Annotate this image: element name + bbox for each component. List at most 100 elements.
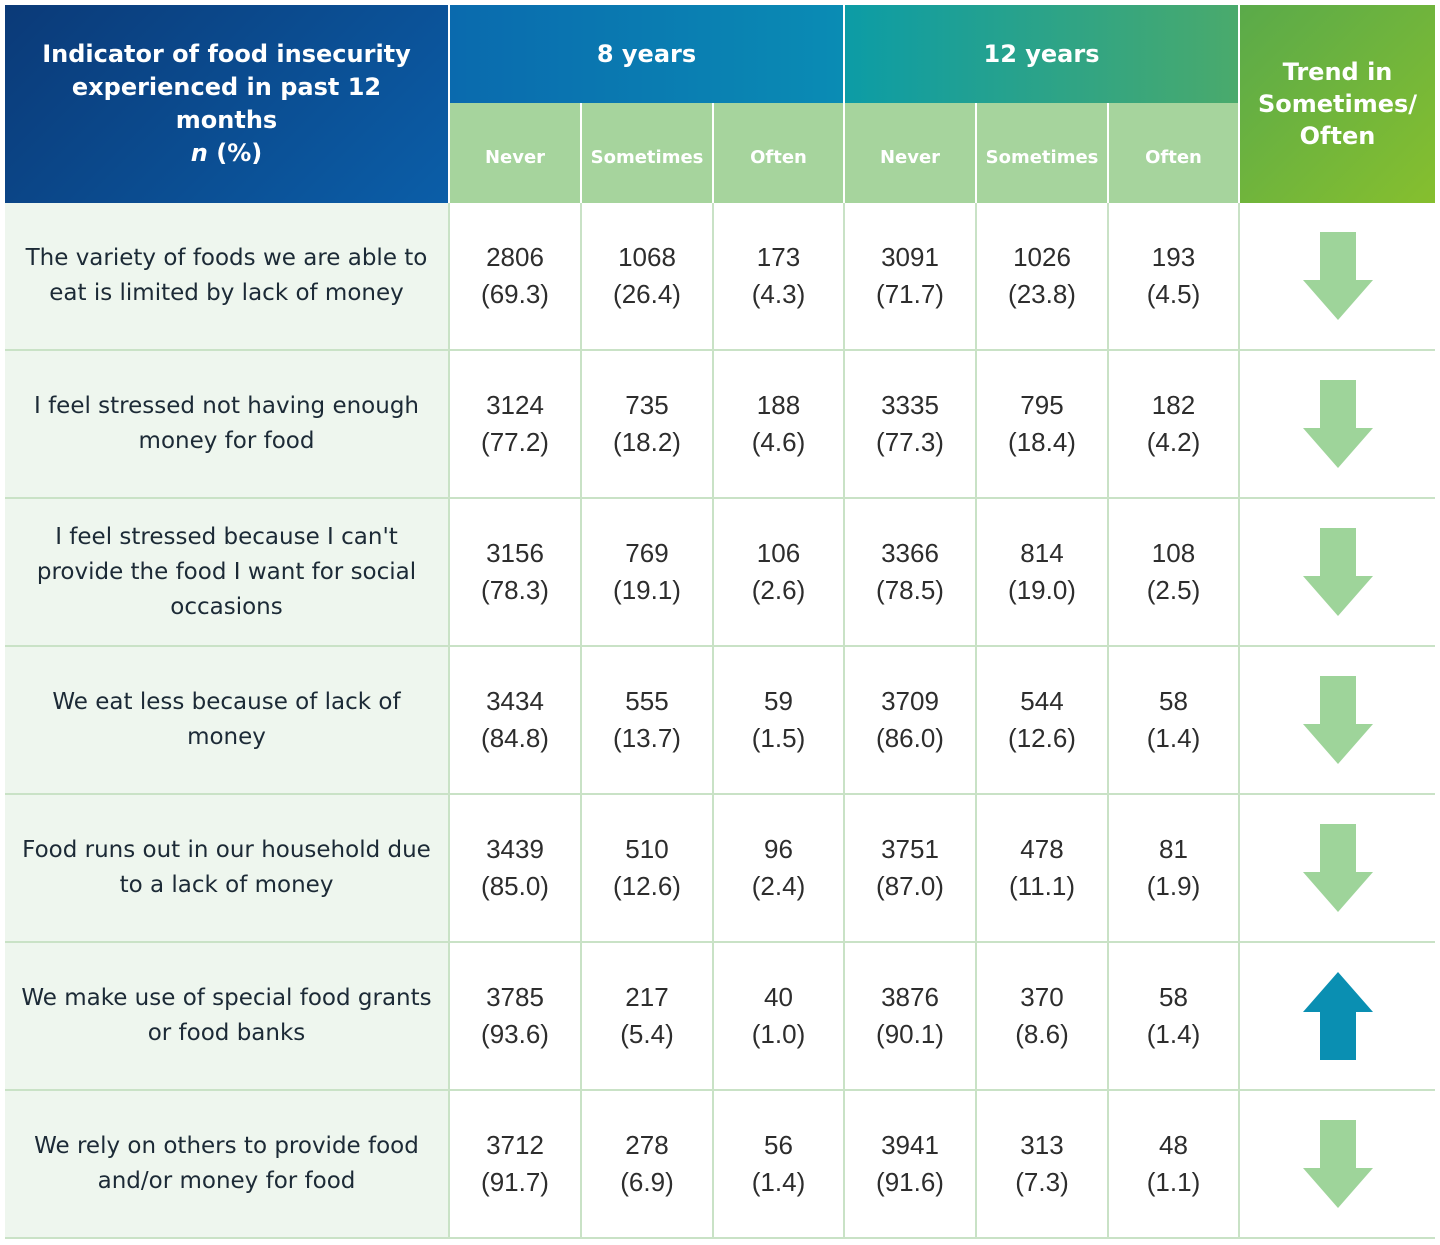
trend-arrow-down: [1302, 676, 1373, 764]
data-cell: 3156 (78.3): [448, 499, 580, 647]
data-cell: 188 (4.6): [712, 351, 843, 499]
count: 3335: [881, 390, 939, 420]
data-cell: 3751 (87.0): [843, 795, 975, 943]
data-cell: 795 (18.4): [975, 351, 1107, 499]
data-cell: 3785 (93.6): [448, 943, 580, 1091]
percent: (84.8): [481, 723, 549, 753]
data-cell: 217 (5.4): [580, 943, 712, 1091]
trend-arrow-down: [1302, 824, 1373, 912]
count: 58: [1159, 982, 1188, 1012]
count: 555: [625, 686, 669, 716]
row-label: Food runs out in our household due to a …: [5, 795, 448, 943]
trend-cell: [1238, 499, 1435, 647]
percent: (1.9): [1146, 871, 1201, 901]
percent: (4.5): [1146, 279, 1201, 309]
data-cell: 3434 (84.8): [448, 647, 580, 795]
trend-arrow-down: [1302, 232, 1373, 320]
data-cell: 313 (7.3): [975, 1091, 1107, 1239]
trend-icon: [1302, 676, 1373, 764]
count: 510: [625, 834, 669, 864]
data-cell: 108 (2.5): [1107, 499, 1238, 647]
count: 769: [625, 538, 669, 568]
count: 3712: [486, 1130, 544, 1160]
count: 108: [1151, 538, 1196, 568]
indicator-header: Indicator of food insecurity experienced…: [5, 5, 448, 203]
data-cell: 3712 (91.7): [448, 1091, 580, 1239]
count: 313: [1020, 1130, 1064, 1160]
percent: (1.5): [751, 723, 806, 753]
trend-cell: [1238, 795, 1435, 943]
percent: (90.1): [876, 1019, 944, 1049]
percent: (6.9): [620, 1167, 674, 1197]
row-label: I feel stressed because I can't provide …: [5, 499, 448, 647]
count: 795: [1020, 390, 1064, 420]
percent: (87.0): [876, 871, 944, 901]
count: 217: [625, 982, 669, 1012]
data-cell: 48 (1.1): [1107, 1091, 1238, 1239]
percent: (1.4): [751, 1167, 806, 1197]
percent: (5.4): [620, 1019, 674, 1049]
trend-cell: [1238, 647, 1435, 795]
percent: (77.3): [876, 427, 944, 457]
data-cell: 81 (1.9): [1107, 795, 1238, 943]
percent: (18.4): [1008, 427, 1076, 457]
percent: (7.3): [1015, 1167, 1069, 1197]
data-cell: 814 (19.0): [975, 499, 1107, 647]
subcolumn-header: Never: [448, 103, 580, 203]
count: 278: [625, 1130, 669, 1160]
data-cell: 3124 (77.2): [448, 351, 580, 499]
count: 370: [1020, 982, 1064, 1012]
count: 48: [1159, 1130, 1188, 1160]
trend-cell: [1238, 1091, 1435, 1239]
percent: (93.6): [481, 1019, 549, 1049]
trend-arrow-up: [1302, 972, 1373, 1060]
percent: (23.8): [1008, 279, 1076, 309]
percent: (1.0): [751, 1019, 806, 1049]
data-cell: 96 (2.4): [712, 795, 843, 943]
count: 81: [1159, 834, 1188, 864]
trend-arrow-down: [1302, 380, 1373, 468]
data-cell: 555 (13.7): [580, 647, 712, 795]
count: 59: [764, 686, 793, 716]
trend-icon: [1302, 232, 1373, 320]
percent: (8.6): [1015, 1019, 1069, 1049]
trend-arrow-down: [1302, 528, 1373, 616]
count: 173: [756, 242, 801, 272]
trend-icon: [1302, 1120, 1373, 1208]
count: 735: [625, 390, 669, 420]
percent: (77.2): [481, 427, 549, 457]
count: 3091: [881, 242, 939, 272]
percent: (4.2): [1146, 427, 1201, 457]
data-cell: 2806 (69.3): [448, 203, 580, 351]
trend-cell: [1238, 943, 1435, 1091]
percent: (78.3): [481, 575, 549, 605]
data-cell: 769 (19.1): [580, 499, 712, 647]
trend-icon: [1302, 972, 1373, 1060]
data-cell: 40 (1.0): [712, 943, 843, 1091]
trend-icon: [1302, 528, 1373, 616]
group-header: 8 years: [448, 5, 843, 103]
count: 814: [1020, 538, 1064, 568]
count: 3751: [881, 834, 939, 864]
count: 193: [1151, 242, 1196, 272]
count: 3366: [881, 538, 939, 568]
percent: (18.2): [613, 427, 681, 457]
subcolumn-header: Often: [712, 103, 843, 203]
unit: (%): [216, 139, 263, 167]
count: 3941: [881, 1130, 939, 1160]
trend-arrow-down: [1302, 1120, 1373, 1208]
group-header: 12 years: [843, 5, 1238, 103]
data-cell: 3091 (71.7): [843, 203, 975, 351]
data-cell: 58 (1.4): [1107, 943, 1238, 1091]
count: 1068: [618, 242, 676, 272]
percent: (4.3): [751, 279, 806, 309]
percent: (4.6): [751, 427, 806, 457]
percent: (1.1): [1146, 1167, 1201, 1197]
data-cell: 370 (8.6): [975, 943, 1107, 1091]
row-label: I feel stressed not having enough money …: [5, 351, 448, 499]
trend-icon: [1302, 824, 1373, 912]
percent: (19.0): [1008, 575, 1076, 605]
row-label: The variety of foods we are able to eat …: [5, 203, 448, 351]
data-cell: 735 (18.2): [580, 351, 712, 499]
